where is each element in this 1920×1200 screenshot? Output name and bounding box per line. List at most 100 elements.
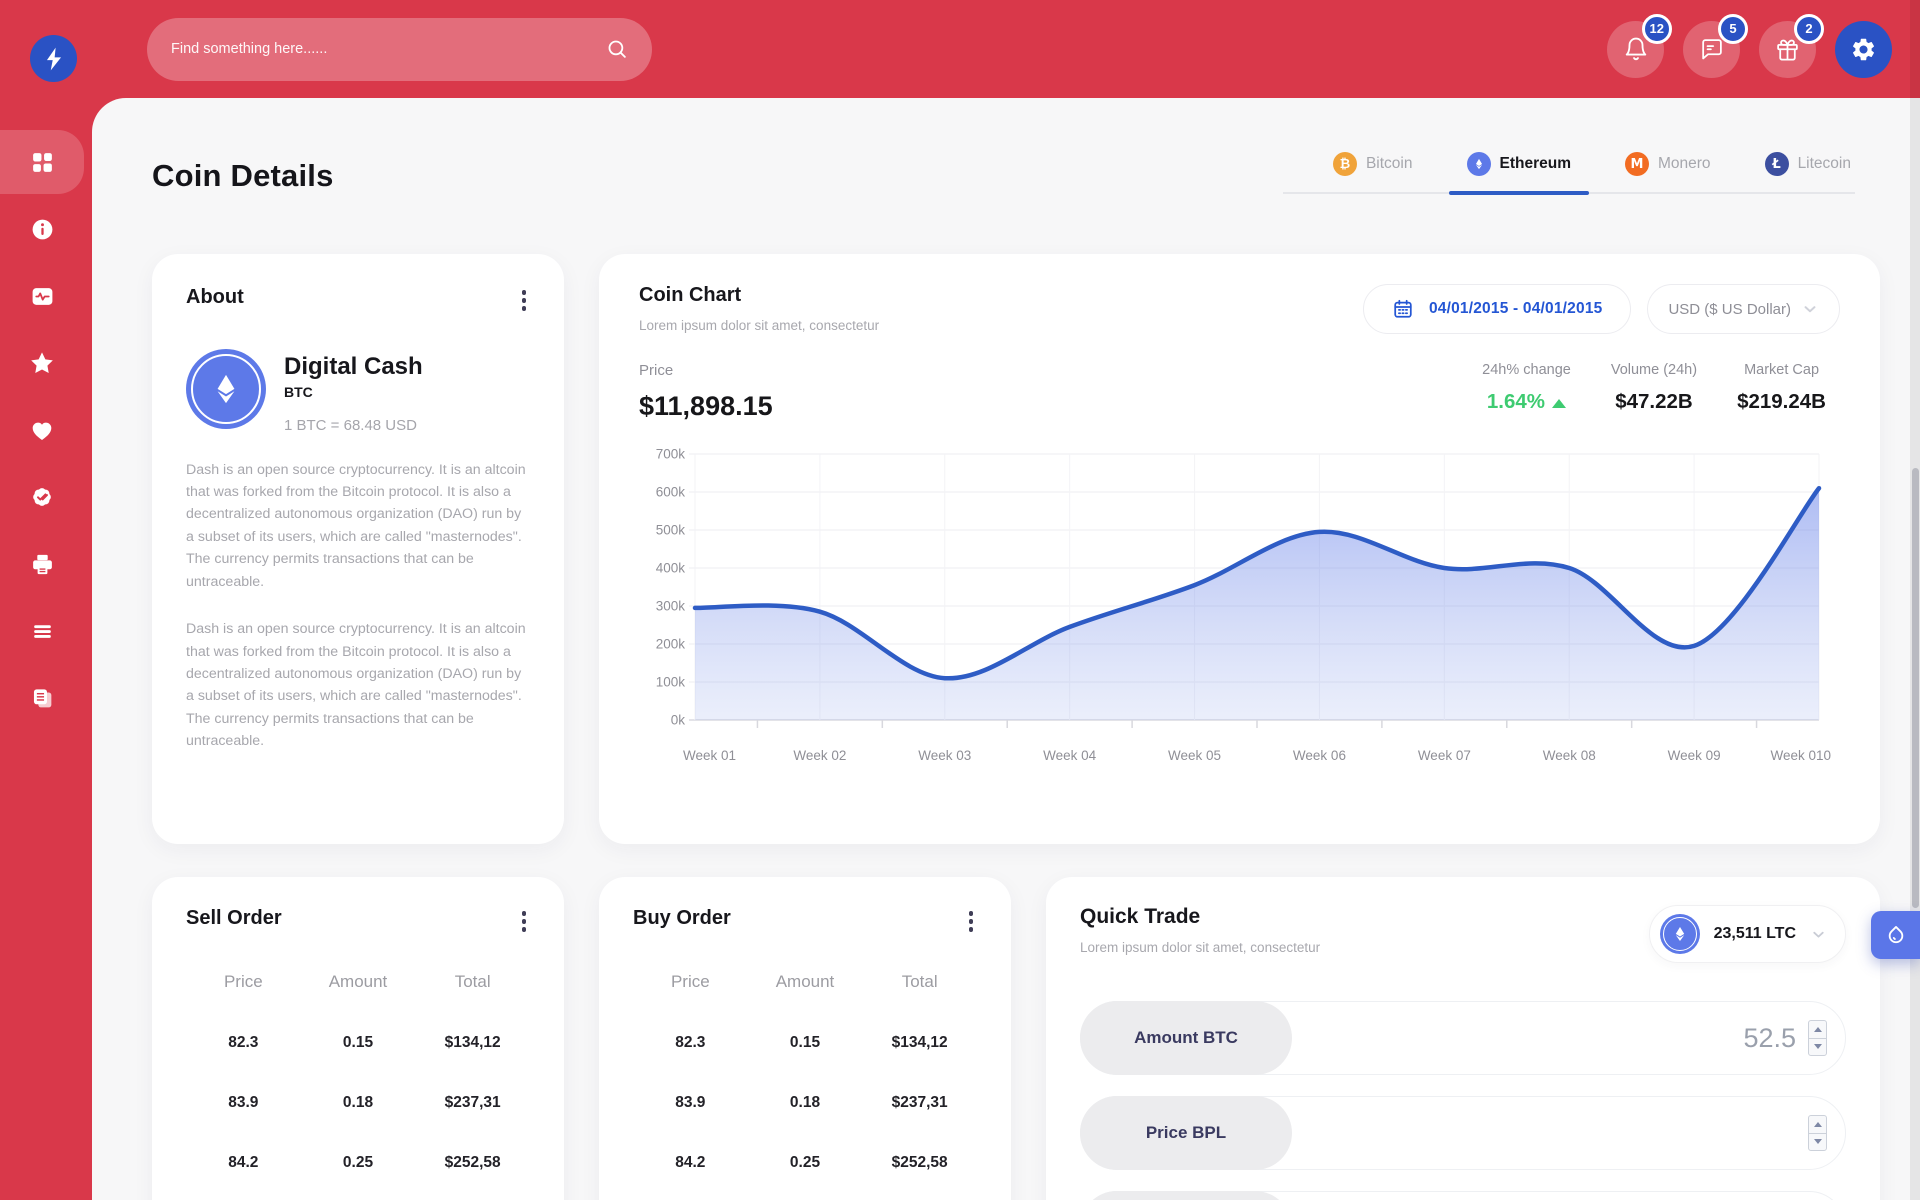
main-content: Coin Details ₿ Bitcoin Ethereum M Monero [92, 98, 1920, 1200]
table-cell: $237,31 [891, 1093, 948, 1111]
messages-button[interactable]: 5 [1683, 13, 1748, 78]
column-header: Total [454, 971, 491, 991]
heart-icon [32, 422, 52, 440]
tab-bitcoin[interactable]: ₿ Bitcoin [1329, 152, 1417, 192]
up-arrow-icon [1552, 399, 1567, 408]
balance-select[interactable]: 23,511 LTC [1648, 905, 1846, 963]
sidebar-item-analytics[interactable] [0, 264, 84, 328]
printer-icon [32, 554, 52, 574]
change-value: 1.64% [1486, 390, 1546, 413]
about-paragraph: Dash is an open source cryptocurrency. I… [186, 621, 526, 750]
svg-text:0k: 0k [671, 713, 686, 728]
sidebar-item-pages[interactable] [0, 666, 84, 730]
step-up-button[interactable] [1809, 1116, 1826, 1133]
theme-customizer-button[interactable] [1871, 911, 1920, 959]
quick-trade-card: Quick Trade Lorem ipsum dolor sit amet, … [1046, 877, 1880, 1200]
currency-value: USD ($ US Dollar) [1668, 300, 1791, 318]
sidebar-item-menu[interactable] [0, 599, 84, 663]
buy-order-table: Price Amount Total 82.3 0.15 $134,12 83.… [633, 972, 977, 1200]
rewards-button[interactable]: 2 [1759, 13, 1824, 78]
svg-text:Week 010: Week 010 [1770, 748, 1831, 763]
amount-stepper[interactable] [1808, 1020, 1827, 1056]
chevron-down-icon [1813, 931, 1824, 938]
tab-label: Litecoin [1797, 155, 1851, 172]
tab-litecoin[interactable]: Ł Litecoin [1761, 152, 1855, 192]
svg-text:100k: 100k [656, 675, 686, 690]
droplet-icon [1888, 926, 1903, 944]
quick-trade-subtitle: Lorem ipsum dolor sit amet, consectetur [1080, 940, 1321, 955]
marketcap-stat: Market Cap $219.24B [1737, 362, 1826, 413]
column-header: Total [901, 971, 938, 991]
svg-text:600k: 600k [656, 485, 686, 500]
buy-order-menu-button[interactable] [965, 907, 978, 936]
monero-icon: M [1625, 152, 1649, 176]
price-field-label: Price BPL [1080, 1096, 1292, 1170]
price-stepper[interactable] [1808, 1115, 1827, 1151]
coin-name: Digital Cash [284, 352, 423, 380]
page-scrollbar [1910, 0, 1920, 1200]
svg-text:200k: 200k [656, 637, 686, 652]
sell-order-menu-button[interactable] [518, 907, 531, 936]
sidebar-item-favorites[interactable] [0, 331, 84, 395]
volume-value: $47.22B [1615, 390, 1693, 413]
chat-icon [1702, 38, 1722, 59]
about-card: About Digital Cash BTC 1 BTC = 68.48 USD… [152, 254, 564, 844]
ltc-coin-icon [1659, 914, 1700, 954]
buy-order-card: Buy Order Price Amount Total 82.3 0.15 $… [599, 877, 1011, 1200]
date-range-picker[interactable]: 04/01/2015 - 04/01/2015 [1362, 284, 1632, 334]
tab-monero[interactable]: M Monero [1621, 152, 1715, 192]
about-menu-button[interactable] [518, 286, 531, 315]
settings-button[interactable] [1835, 20, 1892, 78]
tab-label: Monero [1658, 155, 1711, 172]
sell-order-table: Price Amount Total 82.3 0.15 $134,12 83.… [186, 972, 530, 1200]
amount-field-input[interactable]: 52.5 [1743, 1022, 1796, 1053]
info-icon [32, 219, 52, 239]
currency-select[interactable]: USD ($ US Dollar) [1647, 284, 1840, 334]
table-cell: 84.2 [675, 1153, 706, 1171]
date-range-value: 04/01/2015 - 04/01/2015 [1428, 300, 1603, 317]
chart-svg: 0k 100k 200k 300k 400k 500k 600k 700k Week 01 Wee… [656, 447, 1831, 764]
dashboard-grid-icon [32, 152, 52, 172]
svg-text:400k: 400k [656, 561, 686, 576]
sidebar-item-verified[interactable] [0, 465, 84, 529]
sidebar-item-dashboard[interactable] [0, 130, 84, 194]
svg-text:Week 03: Week 03 [918, 748, 971, 763]
table-cell: 82.3 [228, 1033, 259, 1051]
step-down-button[interactable] [1809, 1132, 1826, 1151]
sidebar-item-info[interactable] [0, 197, 84, 261]
messages-badge: 5 [1718, 13, 1748, 44]
search-input[interactable] [171, 41, 606, 57]
table-cell: 0.18 [342, 1093, 374, 1111]
about-title: About [186, 286, 244, 308]
about-paragraph: Dash is an open source cryptocurrency. I… [186, 461, 526, 590]
svg-text:Week 01: Week 01 [683, 748, 736, 763]
sidebar-item-print[interactable] [0, 532, 84, 596]
app-logo[interactable] [30, 35, 77, 82]
pages-copy-icon [33, 688, 51, 707]
scrollbar-thumb[interactable] [1911, 468, 1919, 908]
column-header: Amount [775, 971, 835, 991]
tab-ethereum[interactable]: Ethereum [1448, 152, 1589, 195]
price-stat: Price $11,898.15 [639, 362, 773, 422]
table-cell: $134,12 [891, 1033, 948, 1051]
notifications-button[interactable]: 12 [1607, 13, 1672, 78]
price-field-row: Price BPL [1080, 1096, 1846, 1170]
table-cell: 0.15 [789, 1033, 821, 1051]
top-header: 12 5 2 [0, 0, 1920, 98]
sell-order-card: Sell Order Price Amount Total 82.3 0.15 … [152, 877, 564, 1200]
table-cell: $252,58 [891, 1153, 948, 1171]
price-label: Price [639, 362, 674, 379]
sidebar-item-likes[interactable] [0, 398, 84, 462]
step-up-button[interactable] [1809, 1021, 1826, 1038]
change-stat: 24h% change 1.64% [1482, 362, 1571, 413]
chart-title: Coin Chart [639, 284, 742, 306]
svg-text:300k: 300k [656, 599, 686, 614]
tab-label: Ethereum [1499, 155, 1572, 172]
page-title: Coin Details [152, 158, 334, 193]
table-cell: 83.9 [228, 1093, 259, 1111]
sell-order-title: Sell Order [186, 907, 282, 929]
search-bar [147, 17, 652, 81]
price-area-chart: 0k 100k 200k 300k 400k 500k 600k 700k Week 01 Wee… [639, 438, 1840, 788]
search-icon[interactable] [606, 38, 628, 60]
step-down-button[interactable] [1809, 1037, 1826, 1056]
